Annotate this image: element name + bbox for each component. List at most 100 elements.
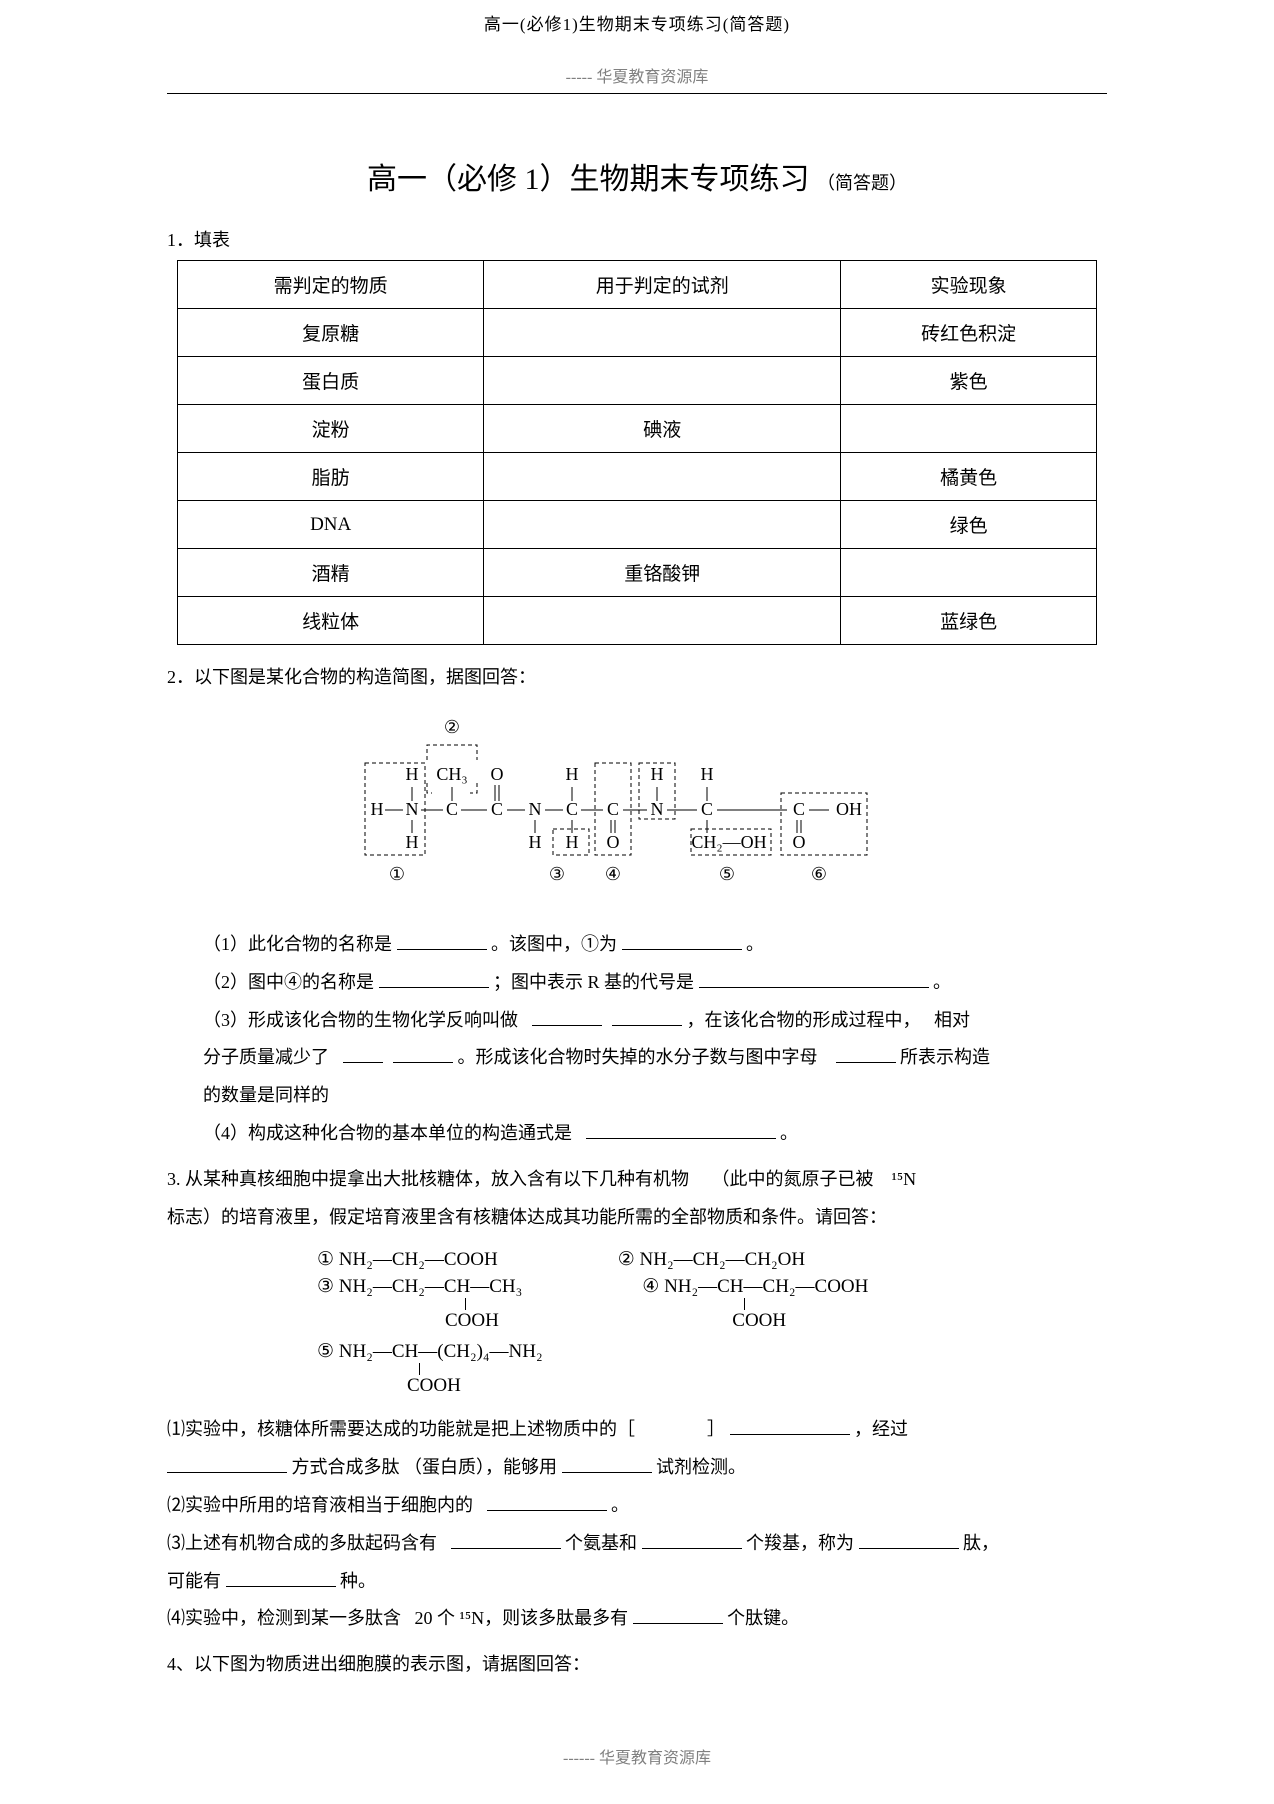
svg-text:①: ① [389, 864, 405, 884]
cell: 复原糖 [178, 309, 484, 357]
q3-label-c: ¹⁵N [892, 1169, 917, 1189]
table-row: 脂肪橘黄色 [178, 453, 1097, 501]
cell: 橘黄色 [841, 453, 1097, 501]
blank[interactable] [633, 1604, 723, 1625]
blank[interactable] [699, 967, 929, 988]
cell [484, 597, 841, 645]
blank[interactable] [379, 967, 489, 988]
q2-p3d: 分子质量减少了 [203, 1047, 329, 1067]
q2-label: 2．以下图是某化合物的构造简图，据图回答： [167, 663, 1107, 689]
svg-text:H: H [566, 832, 579, 852]
blank[interactable] [859, 1528, 959, 1549]
running-title: 高一(必修1)生物期末专项练习(简答题) [0, 0, 1274, 35]
blank[interactable] [343, 1043, 383, 1064]
q2-p3g: 的数量是同样的 [203, 1085, 329, 1105]
q3-label-a: 3. 从某种真核细胞中提拿出大批核糖体，放入含有以下几种有机物 [167, 1169, 689, 1189]
table-row: DNA绿色 [178, 501, 1097, 549]
blank[interactable] [397, 929, 487, 950]
svg-text:③: ③ [549, 864, 565, 884]
blank[interactable] [226, 1566, 336, 1587]
q2-p3b: ，在该化合物的形成过程中， [687, 1010, 921, 1030]
header-rule [167, 93, 1107, 94]
blank[interactable] [451, 1528, 561, 1549]
q3-p1c: ，经过 [854, 1419, 908, 1439]
q3-p1a: ⑴实验中，核糖体所需要达成的功能就是把上述物质中的［ [167, 1419, 635, 1439]
blank[interactable] [586, 1118, 776, 1139]
table-header-row: 需判定的物质 用于判定的试剂 实验现象 [178, 261, 1097, 309]
q3-label-d: 标志）的培育液里，假定培育液里含有核糖体达成其功能所需的全部物质和条件。请回答： [167, 1207, 887, 1227]
blank[interactable] [167, 1452, 287, 1473]
blank[interactable] [562, 1452, 652, 1473]
formula-4-sub: COOH [732, 1310, 868, 1332]
q2-p1b: 。该图中，①为 [491, 934, 617, 954]
q3-p3b: 个氨基和 [565, 1533, 637, 1553]
cell [484, 453, 841, 501]
blank[interactable] [730, 1415, 850, 1436]
q3-label-b: （此中的氮原子已被 [712, 1169, 874, 1189]
svg-text:O: O [607, 832, 620, 852]
header-source: ----- 华夏教育资源库 [0, 63, 1274, 87]
svg-text:N: N [406, 799, 419, 819]
svg-text:H: H [406, 832, 419, 852]
q2-p4a: （4）构成这种化合物的基本单位的构造通式是 [203, 1123, 572, 1143]
cell: 碘液 [484, 405, 841, 453]
q3-p3a: ⑶上述有机物合成的多肽起码含有 [167, 1533, 437, 1553]
main-title: 高一（必修 1）生物期末专项练习 （简答题） [167, 154, 1107, 198]
svg-text:O: O [491, 764, 504, 784]
formula-5: ⑤ NH₂—CH—(CH₂)₄—NH₂ [317, 1340, 957, 1363]
blank[interactable] [642, 1528, 742, 1549]
title-subtitle: （简答题） [817, 173, 907, 193]
q3-body: 3. 从某种真核细胞中提拿出大批核糖体，放入含有以下几种有机物 （此中的氮原子已… [167, 1161, 1107, 1237]
svg-text:④: ④ [605, 864, 621, 884]
blank[interactable] [393, 1043, 453, 1064]
svg-text:CH₂—OH: CH₂—OH [691, 832, 766, 852]
q3-p2b: 。 [611, 1495, 629, 1515]
q3-p1b: ］ [707, 1419, 725, 1439]
q3-p1e: 试剂检测。 [656, 1457, 746, 1477]
q1-label: 1．填表 [167, 226, 1107, 252]
svg-text:C: C [793, 799, 805, 819]
q3-p3d: 肽， [963, 1533, 999, 1553]
svg-text:C: C [701, 799, 713, 819]
svg-text:H: H [651, 764, 664, 784]
blank[interactable] [612, 1005, 682, 1026]
q3-p4b: 20 个 ¹⁵N，则该多肽最多有 [415, 1608, 629, 1628]
q2-p1a: （1）此化合物的名称是 [203, 934, 392, 954]
q2-p2c: 。 [933, 972, 951, 992]
q2-p1c: 。 [746, 934, 764, 954]
q3-p3e: 可能有 [167, 1571, 221, 1591]
blank[interactable] [532, 1005, 602, 1026]
svg-text:⑤: ⑤ [719, 864, 735, 884]
title-text: 高一（必修 1）生物期末专项练习 [367, 163, 810, 196]
table-row: 蛋白质紫色 [178, 357, 1097, 405]
svg-text:N: N [651, 799, 664, 819]
formula-3-sub: COOH [445, 1310, 522, 1332]
svg-text:CH₃: CH₃ [436, 764, 467, 784]
formula-3: ③ NH₂—CH₂—CH—CH₃ [317, 1275, 522, 1298]
svg-text:N: N [529, 799, 542, 819]
cell [841, 405, 1097, 453]
blank[interactable] [487, 1490, 607, 1511]
blank[interactable] [622, 929, 742, 950]
blank[interactable] [836, 1043, 896, 1064]
q2-p3f: 所表示构造 [900, 1047, 990, 1067]
svg-text:⑥: ⑥ [811, 864, 827, 884]
cell: DNA [178, 501, 484, 549]
svg-text:②: ② [444, 717, 460, 737]
formula-4: ④ NH₂—CH—CH₂—COOH [642, 1275, 868, 1298]
page: 高一(必修1)生物期末专项练习(简答题) ----- 华夏教育资源库 高一（必修… [0, 0, 1274, 1804]
table-row: 线粒体蓝绿色 [178, 597, 1097, 645]
q3-questions: ⑴实验中，核糖体所需要达成的功能就是把上述物质中的［ ］ ，经过 方式合成多肽 … [167, 1411, 1107, 1638]
formula-5-sub: COOH [407, 1375, 957, 1397]
q3-p1d: 方式合成多肽 （蛋白质），能够用 [292, 1457, 558, 1477]
q2-diagram: ② H CH₃ O H H H [167, 715, 1107, 900]
q2-p3a: （3）形成该化合物的生物化学反响叫做 [203, 1010, 518, 1030]
q2-p3e: 。形成该化合物时失掉的水分子数与图中字母 [458, 1047, 818, 1067]
cell [484, 357, 841, 405]
table-row: 酒精重铬酸钾 [178, 549, 1097, 597]
svg-text:C: C [491, 799, 503, 819]
col-header: 需判定的物质 [178, 261, 484, 309]
cell: 蓝绿色 [841, 597, 1097, 645]
svg-text:C: C [566, 799, 578, 819]
svg-text:H: H [701, 764, 714, 784]
